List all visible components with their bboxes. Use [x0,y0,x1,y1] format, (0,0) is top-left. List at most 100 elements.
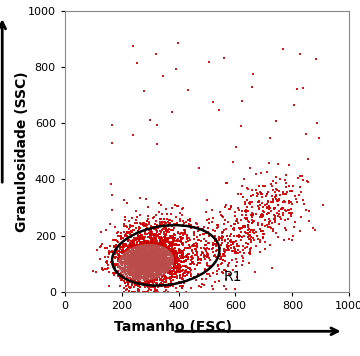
Point [141,276,147,282]
Point [149,265,155,270]
Point [99,265,104,271]
Point [134,257,140,263]
Point [150,251,156,257]
Point [151,284,157,290]
Point [144,242,150,248]
Point [158,261,163,267]
Point [156,246,161,252]
Point [287,198,292,203]
Point [130,258,135,263]
Point [246,260,251,266]
Point [286,236,292,242]
Point [133,272,139,277]
Point [145,288,151,294]
Point [152,268,158,274]
Point [129,247,135,253]
Point [213,242,219,247]
Point [163,255,168,260]
Point [158,216,164,221]
Point [172,259,178,265]
Point [123,265,129,270]
Point [145,264,151,270]
Point [148,241,154,246]
Point [126,258,132,263]
Point [112,251,118,257]
Point [163,259,168,265]
Point [157,256,163,262]
Point [111,243,117,248]
Point [171,225,177,230]
Point [131,249,137,255]
Point [137,247,143,253]
Point [120,244,126,249]
Point [138,274,144,280]
Point [116,271,122,277]
Point [136,269,142,275]
Point [187,222,193,228]
Point [116,273,122,279]
Point [171,253,177,258]
Point [142,273,148,278]
Point [134,225,139,231]
Point [148,244,153,250]
Point [161,271,167,277]
Point [118,236,124,242]
Point [135,268,140,274]
Point [142,258,148,264]
Point [199,276,205,282]
Point [140,269,146,274]
Point [153,267,159,272]
Point [148,249,154,255]
Point [167,256,172,261]
Point [144,265,150,271]
Point [195,237,201,242]
Point [162,237,167,243]
Point [140,257,146,262]
Point [275,188,280,193]
Point [149,246,155,251]
Point [143,265,148,270]
Point [126,261,131,267]
Point [163,257,168,262]
Point [145,267,150,273]
Point [253,187,259,193]
Point [151,257,157,262]
Point [207,273,212,279]
Point [249,199,255,204]
Point [142,222,148,227]
Point [145,256,150,262]
Point [138,251,144,257]
Point [148,239,154,245]
Point [131,249,137,255]
Point [194,243,200,249]
Point [164,265,170,270]
Point [170,265,176,271]
Point [230,241,236,246]
Point [130,242,135,247]
Point [231,245,237,251]
Point [154,248,160,253]
Point [147,260,153,266]
Point [143,256,149,262]
Point [223,203,229,208]
Point [143,257,149,263]
Point [149,243,154,249]
Point [153,224,159,230]
Point [138,266,144,272]
Point [262,218,268,223]
Point [119,265,125,271]
Point [123,271,129,277]
Point [159,261,165,267]
Point [228,245,234,251]
Point [149,235,155,241]
Point [125,248,131,254]
Point [140,257,146,263]
Point [188,237,193,243]
Point [147,267,153,273]
Point [146,269,152,275]
Point [282,225,288,231]
Point [137,263,143,269]
Point [170,256,175,262]
Point [157,251,163,257]
Point [158,270,164,276]
